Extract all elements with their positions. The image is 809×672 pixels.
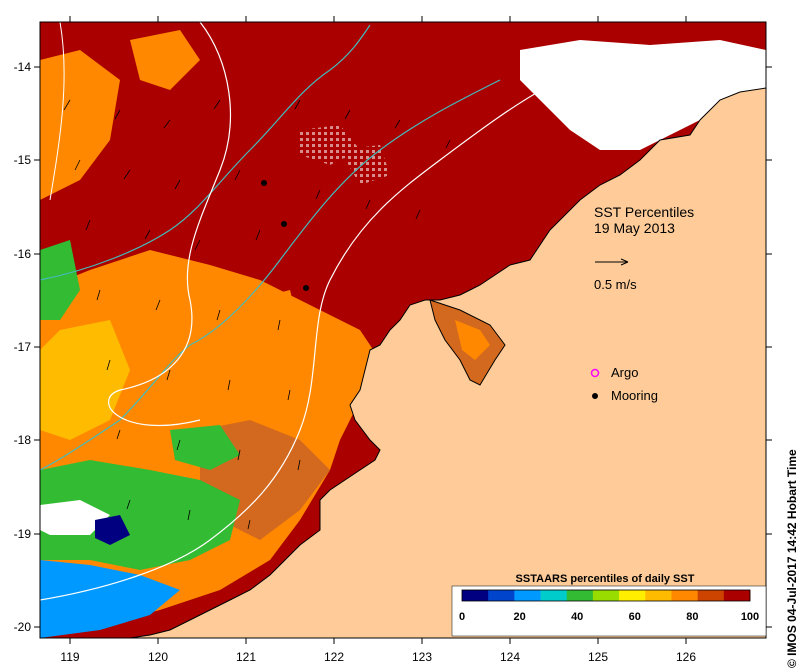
- sst-region-cyan: [40, 240, 80, 320]
- colorbar-swatch: [645, 590, 672, 601]
- sst-region-blue: [40, 560, 180, 638]
- colorbar-swatches: [462, 590, 751, 601]
- lat-tick-label: -14: [14, 60, 32, 74]
- colorbar-tick: 60: [629, 611, 641, 623]
- lat-tick-label: -16: [14, 247, 32, 261]
- sst-region-green-upper: [170, 425, 240, 470]
- contour-white-3: [49, 22, 65, 201]
- king-sound-inner: [455, 320, 490, 360]
- colorbar-tick: 100: [741, 611, 759, 623]
- land-mass: [129, 87, 766, 638]
- current-arrows: [63, 99, 451, 530]
- colorbar-swatch: [697, 590, 725, 601]
- colorbar-swatch: [671, 590, 698, 601]
- sst-region-orange-patches: [130, 30, 300, 340]
- lon-tick-label: 124: [500, 650, 520, 664]
- cloud-gap-northeast: [520, 40, 766, 150]
- colorbar-swatch: [540, 590, 568, 601]
- lon-tick-label: 126: [676, 650, 696, 664]
- sst-region-yellow: [40, 320, 130, 440]
- legend-mooring-label: Mooring: [611, 388, 658, 403]
- colorbar-swatch: [566, 590, 594, 601]
- contour-white-2: [40, 79, 561, 601]
- map-date: 19 May 2013: [594, 220, 675, 236]
- sst-region-orange-north: [40, 50, 120, 200]
- velocity-scale: 0.5 m/s: [594, 258, 637, 292]
- legend-argo-label: Argo: [611, 365, 638, 380]
- colorbar-frame: [461, 589, 751, 602]
- longitude-labels: 119 120 121 122 123 124 125 126: [60, 650, 696, 664]
- plot-frame: [39, 21, 767, 639]
- mooring-markers: [261, 180, 309, 291]
- scale-label: 0.5 m/s: [594, 277, 637, 292]
- colorbar-tick: 40: [571, 611, 583, 623]
- sst-region-navy: [95, 515, 130, 545]
- colorbar-swatch: [723, 590, 751, 601]
- sst-region-white-gap: [40, 500, 110, 535]
- colorbar-swatch: [619, 590, 646, 601]
- colorbar-swatch: [462, 590, 489, 601]
- contour-cyan-1: [40, 24, 371, 281]
- colorbar-title: SSTAARS percentiles of daily SST: [516, 573, 695, 585]
- cloud-gap-north: [300, 125, 390, 185]
- map-title: SST Percentiles: [594, 204, 694, 220]
- lon-tick-label: 123: [412, 650, 432, 664]
- colorbar: SSTAARS percentiles of daily SST 0 20 40…: [451, 573, 767, 637]
- sst-region-green: [40, 460, 240, 570]
- lat-tick-label: -20: [14, 620, 32, 634]
- lon-tick-label: 121: [236, 650, 256, 664]
- argo-marker-icon: [590, 368, 600, 378]
- colorbar-tick: 0: [459, 611, 465, 623]
- lat-tick-label: -19: [14, 527, 32, 541]
- mooring-marker: [281, 221, 287, 227]
- lat-tick-label: -17: [14, 340, 32, 354]
- lat-tick-label: -18: [14, 433, 32, 447]
- contour-cyan-2: [40, 79, 501, 471]
- lon-tick-label: 119: [60, 650, 79, 664]
- latitude-labels: -14 -15 -16 -17 -18 -19 -20: [14, 60, 32, 634]
- mooring-marker: [261, 180, 267, 186]
- lon-tick-label: 125: [588, 650, 608, 664]
- axis-ticks: [34, 16, 772, 644]
- colorbar-swatch: [592, 590, 620, 601]
- colorbar-swatch: [488, 590, 515, 601]
- colorbar-tick: 20: [513, 611, 525, 623]
- contour-white-1: [108, 22, 231, 426]
- marker-legend: Argo Mooring: [590, 365, 658, 403]
- scale-arrowhead-icon: [620, 258, 629, 266]
- mooring-marker: [303, 285, 309, 291]
- lon-tick-label: 120: [148, 650, 168, 664]
- colorbar-swatch: [514, 590, 541, 601]
- lat-tick-label: -15: [14, 153, 32, 167]
- mooring-marker-icon: [592, 393, 598, 399]
- credit-text: © IMOS 04-Jul-2017 14:42 Hobart Time: [785, 449, 799, 668]
- plot-area: [40, 22, 766, 638]
- lon-tick-label: 122: [324, 650, 344, 664]
- colorbar-tick: 80: [686, 611, 698, 623]
